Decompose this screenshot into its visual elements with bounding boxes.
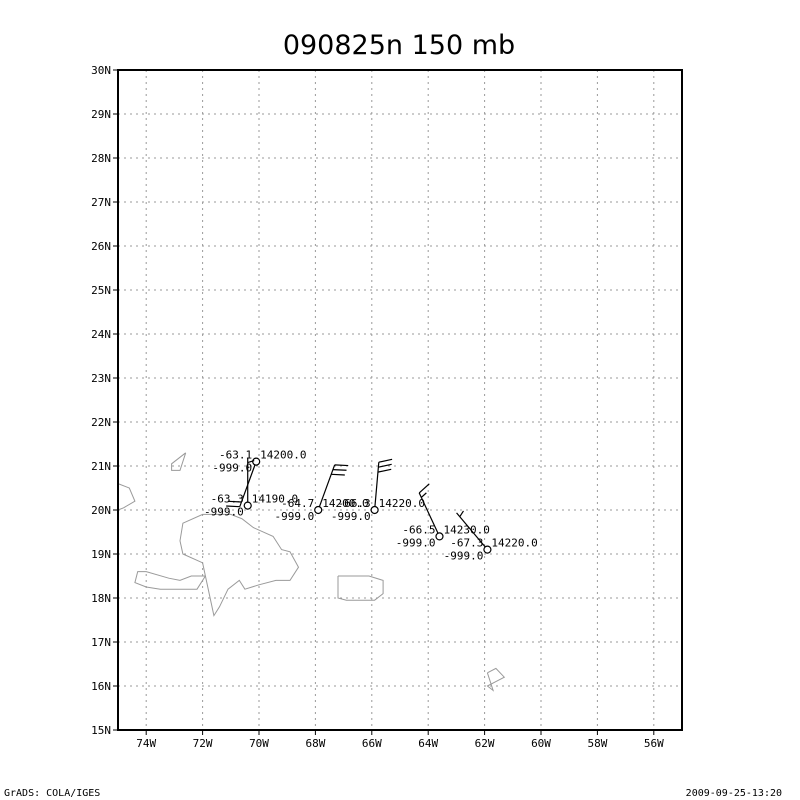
station-circle-icon bbox=[314, 505, 323, 515]
axis-ticks: 74W 72W 70W 68W 66W 64W 62W 60W 58W 56W 15N 16N 17N 1… bbox=[91, 64, 664, 750]
station-model: -63.1-999.0 14200.0 bbox=[212, 449, 307, 508]
x-tick-label: 62W bbox=[475, 737, 495, 750]
y-tick-label: 21N bbox=[91, 460, 111, 473]
x-tick-label: 72W bbox=[193, 737, 213, 750]
station-temperature: -67.3 bbox=[450, 537, 483, 550]
station-circle-icon bbox=[243, 501, 252, 510]
wind-barb-staff bbox=[374, 462, 380, 507]
x-tick-label: 60W bbox=[531, 737, 551, 750]
wind-barb-staff bbox=[456, 512, 486, 548]
station-height: 14220.0 bbox=[379, 497, 425, 510]
station-model: -67.3-999.0 14220.0 bbox=[444, 510, 538, 563]
map-frame bbox=[117, 69, 683, 731]
y-tick-label: 15N bbox=[91, 724, 111, 737]
station-height: 14220.0 bbox=[491, 537, 537, 550]
wind-barb-staff bbox=[418, 492, 439, 534]
lat-lon-grid bbox=[118, 70, 682, 730]
station-dewpoint: -999.0 bbox=[274, 510, 314, 523]
coastline bbox=[117, 483, 136, 511]
coastline bbox=[486, 667, 506, 692]
y-tick-label: 29N bbox=[91, 108, 111, 121]
station-circle-icon bbox=[483, 545, 492, 554]
station-dewpoint: -999.0 bbox=[212, 462, 252, 475]
map-title: 090825n 150 mb bbox=[283, 30, 515, 61]
y-tick-label: 22N bbox=[91, 416, 111, 429]
y-tick-label: 27N bbox=[91, 196, 111, 209]
x-tick-label: 68W bbox=[305, 737, 325, 750]
x-tick-label: 64W bbox=[418, 737, 438, 750]
y-tick-label: 19N bbox=[91, 548, 111, 561]
station-height: 14200.0 bbox=[260, 449, 306, 462]
station-circle-icon bbox=[252, 457, 261, 466]
station-temperature: -64.7 bbox=[281, 497, 314, 510]
station-height: 14200.0 bbox=[322, 497, 368, 510]
y-tick-label: 20N bbox=[91, 504, 111, 517]
wind-barb-feather bbox=[334, 464, 349, 467]
coastline bbox=[134, 571, 206, 590]
station-model: -66.5-999.0 14230.0 bbox=[396, 483, 490, 549]
x-tick-label: 58W bbox=[587, 737, 607, 750]
station-temperature: -66.3 bbox=[337, 497, 370, 510]
y-tick-label: 30N bbox=[91, 64, 111, 77]
y-tick-label: 16N bbox=[91, 680, 111, 693]
station-temperature: -66.5 bbox=[402, 523, 435, 536]
station-height: 14230.0 bbox=[443, 523, 489, 536]
wind-barb-feather bbox=[331, 473, 345, 476]
station-circle-icon bbox=[370, 505, 379, 515]
x-tick-label: 56W bbox=[644, 737, 664, 750]
footer-credit: GrADS: COLA/IGES bbox=[4, 788, 100, 799]
wind-barb-feather bbox=[227, 500, 242, 503]
station-dewpoint: -999.0 bbox=[331, 510, 371, 523]
wind-barb-feather bbox=[226, 505, 240, 508]
station-temperature: -63.3 bbox=[211, 493, 244, 506]
station-height: 14190.0 bbox=[252, 493, 298, 506]
footer-timestamp: 2009-09-25-13:20 bbox=[686, 788, 782, 799]
y-tick-label: 23N bbox=[91, 372, 111, 385]
wind-barb-feather bbox=[377, 468, 392, 473]
y-tick-label: 24N bbox=[91, 328, 111, 341]
coastline bbox=[171, 452, 187, 471]
wind-barb-half-feather bbox=[420, 492, 427, 498]
station-models: -63.1-999.014200.0-63.3-999.014190.0-64.… bbox=[204, 449, 538, 563]
coastline bbox=[179, 513, 300, 617]
coastlines bbox=[117, 452, 506, 692]
wind-barb-feather bbox=[378, 463, 392, 468]
wind-barb-half-feather bbox=[247, 460, 255, 464]
station-circle-icon bbox=[435, 532, 444, 541]
y-tick-label: 26N bbox=[91, 240, 111, 253]
wind-barb-feather bbox=[332, 468, 347, 471]
station-temperature: -63.1 bbox=[219, 449, 252, 462]
y-tick-label: 17N bbox=[91, 636, 111, 649]
y-tick-label: 18N bbox=[91, 592, 111, 605]
x-tick-label: 70W bbox=[249, 737, 269, 750]
y-tick-label: 25N bbox=[91, 284, 111, 297]
x-tick-label: 66W bbox=[362, 737, 382, 750]
y-tick-label: 28N bbox=[91, 152, 111, 165]
x-tick-label: 74W bbox=[136, 737, 156, 750]
wind-barb-feather bbox=[418, 483, 430, 494]
wind-barb-feather bbox=[378, 458, 393, 463]
station-dewpoint: -999.0 bbox=[444, 550, 484, 563]
station-dewpoint: -999.0 bbox=[396, 536, 436, 549]
wind-barb-half-feather bbox=[459, 510, 464, 517]
station-model: -66.3-999.0 14220.0 bbox=[331, 458, 425, 523]
station-dewpoint: -999.0 bbox=[204, 506, 244, 519]
coastline bbox=[337, 575, 384, 601]
wind-barb-staff bbox=[318, 464, 336, 507]
